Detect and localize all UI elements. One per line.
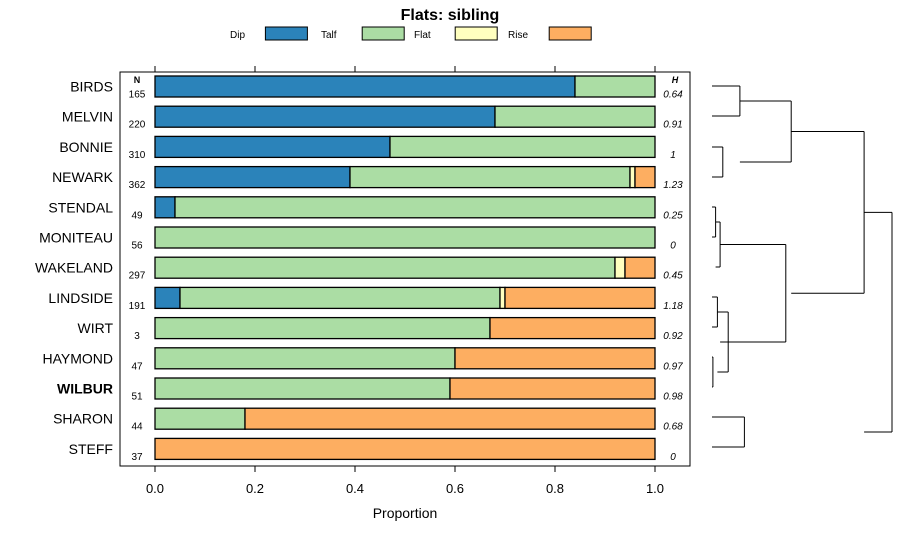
h-value: 0 [670, 452, 676, 463]
bar-segment [154, 256, 616, 279]
bar-segment [154, 105, 496, 128]
x-tick-label: 1.0 [646, 481, 664, 496]
bar-segment [624, 256, 656, 279]
bar-segment [454, 347, 656, 370]
category-label: NEWARK [52, 169, 114, 185]
n-value: 165 [129, 90, 146, 101]
h-value: 0.45 [663, 271, 683, 282]
x-tick-label: 0.0 [146, 481, 164, 496]
bar-segment [489, 316, 656, 340]
plot-panel [119, 71, 691, 467]
bar-segment [634, 165, 656, 189]
bar-segment [154, 407, 246, 430]
n-value: 191 [129, 301, 146, 312]
chart-title: Flats: sibling [401, 7, 500, 24]
n-value: 297 [129, 271, 146, 282]
h-value: 0.25 [663, 210, 683, 221]
bar-segment [154, 437, 656, 461]
n-value: 362 [129, 180, 146, 191]
bar-segment [179, 286, 501, 310]
h-value: 0.92 [663, 331, 683, 342]
n-value: 56 [131, 241, 143, 252]
bar-segment [614, 256, 626, 279]
category-label: WIRT [77, 320, 113, 336]
legend-swatch [361, 26, 405, 41]
category-label: SHARON [53, 411, 113, 427]
n-value: 220 [129, 120, 146, 131]
bar-segment [449, 377, 656, 400]
bar-segment [349, 165, 631, 189]
bar-segment [154, 135, 391, 159]
bar-segment [154, 377, 451, 400]
legend-swatch [454, 26, 498, 41]
h-value: 0.98 [663, 392, 683, 403]
h-value: 1 [670, 150, 676, 161]
x-tick-label: 0.6 [446, 481, 464, 496]
legend-label: Talf [321, 30, 337, 41]
bar-segment [574, 75, 656, 98]
h-value: 0.68 [663, 422, 683, 433]
h-header: H [672, 75, 679, 85]
x-tick-label: 0.2 [246, 481, 264, 496]
legend-swatch [548, 26, 592, 41]
n-value: 3 [134, 331, 140, 342]
bar-segment [629, 165, 636, 189]
h-value: 0.97 [663, 361, 683, 372]
bar-segment [154, 316, 491, 340]
bar-segment [244, 407, 656, 430]
bar-segment [154, 165, 351, 189]
category-label: STEFF [69, 441, 113, 457]
n-value: 49 [131, 210, 143, 221]
bar-segment [174, 196, 656, 219]
h-value: 1.18 [663, 301, 683, 312]
n-value: 37 [131, 452, 143, 463]
category-label: LINDSIDE [48, 290, 113, 306]
x-tick-label: 0.8 [546, 481, 564, 496]
legend-label: Rise [508, 30, 528, 41]
legend-label: Dip [230, 30, 245, 41]
n-header: N [134, 75, 141, 85]
h-value: 0.64 [663, 90, 683, 101]
x-axis-title: Proportion [373, 505, 438, 521]
x-tick-label: 0.4 [346, 481, 364, 496]
category-label: MONITEAU [39, 230, 113, 246]
n-value: 47 [131, 361, 143, 372]
h-value: 0.91 [663, 120, 682, 131]
category-label: STENDAL [48, 199, 113, 215]
bar-segment [154, 75, 576, 98]
bar-segment [154, 226, 656, 249]
legend-label: Flat [414, 30, 431, 41]
category-label: HAYMOND [42, 350, 113, 366]
bar-segment [154, 196, 176, 219]
bar-segment [504, 286, 656, 310]
bar-segment [494, 105, 656, 128]
bar-segment [389, 135, 656, 159]
n-value: 310 [129, 150, 146, 161]
category-label: WAKELAND [35, 260, 113, 276]
category-label: WILBUR [57, 381, 113, 397]
h-value: 1.23 [663, 180, 683, 191]
n-value: 44 [131, 422, 143, 433]
n-value: 51 [131, 392, 143, 403]
bar-segment [154, 347, 456, 370]
legend-swatch [264, 26, 308, 41]
category-label: BONNIE [59, 139, 113, 155]
h-value: 0 [670, 241, 676, 252]
category-label: BIRDS [70, 79, 113, 95]
bar-segment [154, 286, 181, 310]
category-label: MELVIN [62, 109, 113, 125]
bar-segment [499, 286, 506, 310]
